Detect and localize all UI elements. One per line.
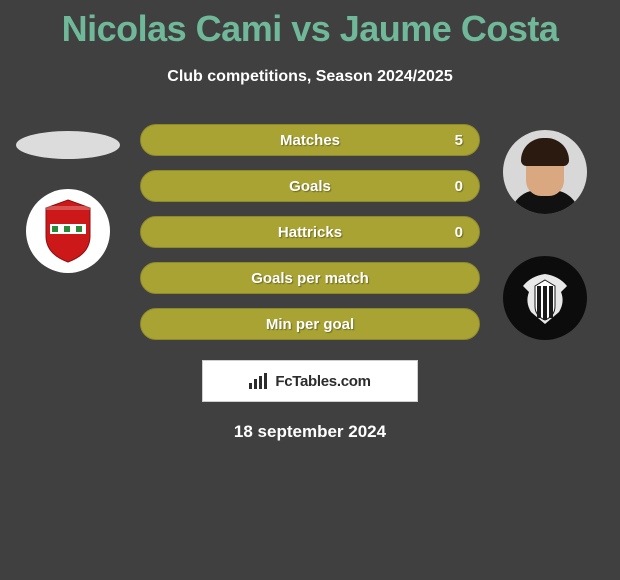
comparison-title: Nicolas Cami vs Jaume Costa xyxy=(0,0,620,50)
stat-label: Matches xyxy=(280,132,340,149)
comparison-subtitle: Club competitions, Season 2024/2025 xyxy=(0,68,620,86)
stat-label: Hattricks xyxy=(278,224,342,241)
stat-bar: Goals per match xyxy=(140,262,480,294)
stat-bar: Hattricks 0 xyxy=(140,216,480,248)
stat-value-right: 0 xyxy=(455,178,463,195)
stat-bars: Matches 5 Goals 0 Hattricks 0 Goals per … xyxy=(140,124,480,340)
attribution-badge[interactable]: FcTables.com xyxy=(202,360,418,402)
attribution-text: FcTables.com xyxy=(275,373,370,390)
stat-value-right: 0 xyxy=(455,224,463,241)
stats-area: Matches 5 Goals 0 Hattricks 0 Goals per … xyxy=(0,124,620,340)
stat-bar: Matches 5 xyxy=(140,124,480,156)
stat-label: Goals xyxy=(289,178,331,195)
stat-label: Min per goal xyxy=(266,316,354,333)
left-player-avatar xyxy=(16,131,120,159)
right-player-column xyxy=(495,124,595,340)
left-team-crest xyxy=(26,189,110,273)
stat-bar: Min per goal xyxy=(140,308,480,340)
stat-value-right: 5 xyxy=(455,132,463,149)
stat-label: Goals per match xyxy=(251,270,369,287)
date-text: 18 september 2024 xyxy=(0,422,620,442)
right-team-crest xyxy=(503,256,587,340)
bars-icon xyxy=(249,373,269,389)
crest-icon xyxy=(40,198,96,264)
left-player-column xyxy=(8,124,128,273)
crest-icon xyxy=(515,268,575,328)
stat-bar: Goals 0 xyxy=(140,170,480,202)
right-player-avatar xyxy=(503,130,587,214)
